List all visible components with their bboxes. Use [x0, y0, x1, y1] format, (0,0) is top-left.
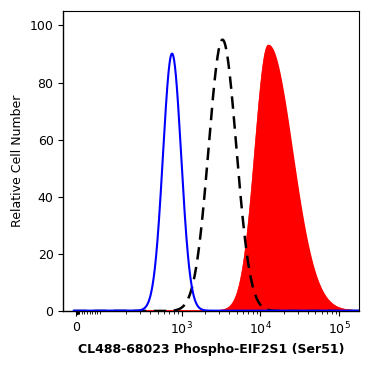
Y-axis label: Relative Cell Number: Relative Cell Number	[11, 95, 24, 227]
X-axis label: CL488-68023 Phospho-EIF2S1 (Ser51): CL488-68023 Phospho-EIF2S1 (Ser51)	[78, 343, 344, 356]
